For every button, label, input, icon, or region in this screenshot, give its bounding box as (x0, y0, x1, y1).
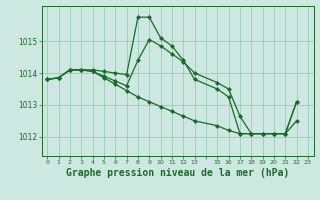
X-axis label: Graphe pression niveau de la mer (hPa): Graphe pression niveau de la mer (hPa) (66, 168, 289, 178)
